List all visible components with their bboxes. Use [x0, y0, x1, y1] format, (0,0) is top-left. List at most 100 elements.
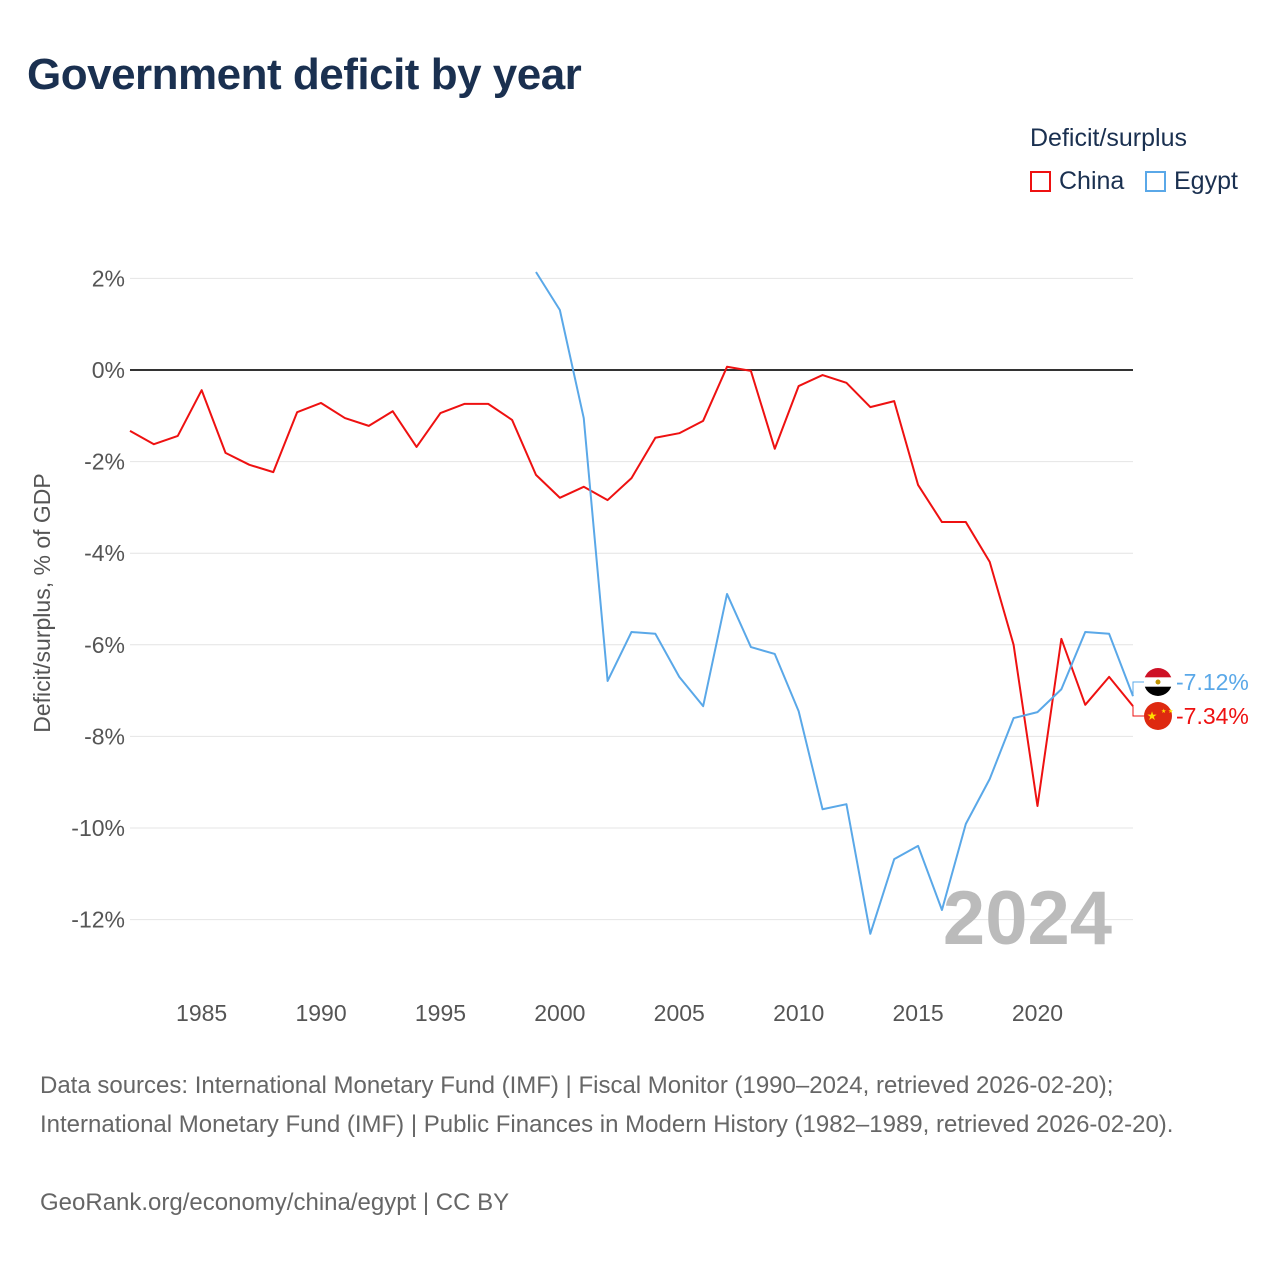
series-line-china[interactable]	[129, 365, 1134, 808]
data-point-china[interactable]	[1082, 702, 1088, 708]
data-point-china[interactable]	[557, 495, 563, 501]
y-tick-label: -2%	[84, 449, 125, 475]
legend-title: Deficit/surplus	[1030, 124, 1187, 152]
end-label-egypt: -7.12%	[1176, 669, 1249, 695]
data-point-china[interactable]	[1106, 674, 1112, 680]
data-point-china[interactable]	[366, 423, 372, 429]
data-point-egypt[interactable]	[748, 644, 754, 650]
end-label-china: -7.34%	[1176, 703, 1249, 729]
data-point-china[interactable]	[318, 400, 324, 406]
data-point-china[interactable]	[748, 368, 754, 374]
data-point-egypt[interactable]	[963, 821, 969, 827]
data-point-egypt[interactable]	[1106, 631, 1112, 637]
data-point-china[interactable]	[223, 450, 229, 456]
data-point-china[interactable]	[820, 372, 826, 378]
year-watermark: 2024	[943, 876, 1112, 961]
x-tick-label: 2015	[892, 1000, 943, 1026]
data-point-china[interactable]	[1058, 636, 1064, 642]
data-point-china[interactable]	[963, 519, 969, 525]
x-tick-label: 1995	[415, 1000, 466, 1026]
data-point-china[interactable]	[772, 446, 778, 452]
y-axis-label: Deficit/surplus, % of GDP	[29, 473, 55, 732]
data-point-egypt[interactable]	[796, 708, 802, 714]
data-point-china[interactable]	[939, 519, 945, 525]
data-point-china[interactable]	[175, 433, 181, 439]
data-point-egypt[interactable]	[772, 651, 778, 657]
data-point-china[interactable]	[796, 383, 802, 389]
flag-icon-china: ★ ★ ★	[1144, 702, 1173, 730]
data-point-egypt[interactable]	[987, 776, 993, 782]
data-point-egypt[interactable]	[843, 801, 849, 807]
data-point-china[interactable]	[891, 398, 897, 404]
end-label-connector	[1132, 706, 1144, 717]
data-point-egypt[interactable]	[891, 856, 897, 862]
data-point-china[interactable]	[652, 435, 658, 441]
data-point-china[interactable]	[867, 404, 873, 410]
data-point-china[interactable]	[246, 462, 252, 468]
data-point-china[interactable]	[676, 430, 682, 436]
data-point-china[interactable]	[605, 497, 611, 503]
data-point-china[interactable]	[270, 469, 276, 475]
data-point-egypt[interactable]	[581, 415, 587, 421]
data-point-china[interactable]	[1034, 803, 1040, 809]
svg-text:★ ★: ★ ★	[1161, 708, 1173, 715]
data-point-egypt[interactable]	[557, 307, 563, 313]
data-point-china[interactable]	[294, 409, 300, 415]
data-point-china[interactable]	[199, 387, 205, 393]
data-point-china[interactable]	[461, 401, 467, 407]
data-point-egypt[interactable]	[1082, 629, 1088, 635]
data-point-china[interactable]	[485, 401, 491, 407]
data-point-china[interactable]	[843, 380, 849, 386]
data-point-egypt[interactable]	[939, 907, 945, 913]
data-point-china[interactable]	[724, 364, 730, 370]
legend-label-egypt: Egypt	[1174, 167, 1238, 195]
svg-text:★: ★	[1147, 709, 1158, 723]
y-tick-label: -4%	[84, 540, 125, 566]
data-point-china[interactable]	[509, 417, 515, 423]
legend-label-china: China	[1059, 167, 1125, 195]
x-tick-label: 2020	[1012, 1000, 1063, 1026]
x-tick-label: 1990	[295, 1000, 346, 1026]
data-point-china[interactable]	[915, 482, 921, 488]
data-point-egypt[interactable]	[820, 806, 826, 812]
x-tick-label: 2005	[654, 1000, 705, 1026]
data-point-china[interactable]	[533, 472, 539, 478]
data-point-china[interactable]	[414, 444, 420, 450]
data-point-china[interactable]	[390, 408, 396, 414]
line-chart: 2% 0% -2% -4% -6% -8% -10% -12% 1985 1990 1995 2000…	[29, 265, 1249, 1026]
data-point-egypt[interactable]	[1034, 709, 1040, 715]
y-tick-label: -8%	[84, 723, 125, 749]
data-point-china[interactable]	[1011, 642, 1017, 648]
data-point-china[interactable]	[437, 410, 443, 416]
data-point-china[interactable]	[987, 559, 993, 565]
data-point-egypt[interactable]	[724, 591, 730, 597]
y-tick-label: -6%	[84, 632, 125, 658]
data-point-china[interactable]	[700, 418, 706, 424]
data-point-egypt[interactable]	[867, 931, 873, 937]
data-point-china[interactable]	[342, 415, 348, 421]
credit-link[interactable]: GeoRank.org/economy/china/egypt | CC BY	[40, 1189, 510, 1216]
series-line-egypt[interactable]	[535, 271, 1134, 935]
data-point-egypt[interactable]	[1011, 715, 1017, 721]
data-point-egypt[interactable]	[533, 269, 539, 275]
legend-swatch-egypt	[1145, 171, 1166, 192]
data-point-egypt[interactable]	[676, 674, 682, 680]
legend-item-china[interactable]: China	[1030, 167, 1124, 196]
data-point-china[interactable]	[629, 475, 635, 481]
x-tick-label: 1985	[176, 1000, 227, 1026]
data-point-china[interactable]	[581, 484, 587, 490]
data-point-egypt[interactable]	[605, 678, 611, 684]
data-point-egypt[interactable]	[629, 629, 635, 635]
legend-item-egypt[interactable]: Egypt	[1145, 167, 1238, 196]
data-point-egypt[interactable]	[1058, 686, 1064, 692]
data-point-egypt[interactable]	[652, 631, 658, 637]
y-tick-label: 2%	[92, 265, 125, 291]
y-tick-label: -10%	[71, 815, 125, 841]
data-point-egypt[interactable]	[700, 703, 706, 709]
data-point-china[interactable]	[127, 428, 133, 434]
data-point-egypt[interactable]	[915, 843, 921, 849]
end-label-connector	[1132, 681, 1144, 697]
x-tick-label: 2000	[534, 1000, 585, 1026]
data-sources: Data sources: International Monetary Fun…	[40, 1072, 1174, 1138]
data-point-china[interactable]	[151, 441, 157, 447]
